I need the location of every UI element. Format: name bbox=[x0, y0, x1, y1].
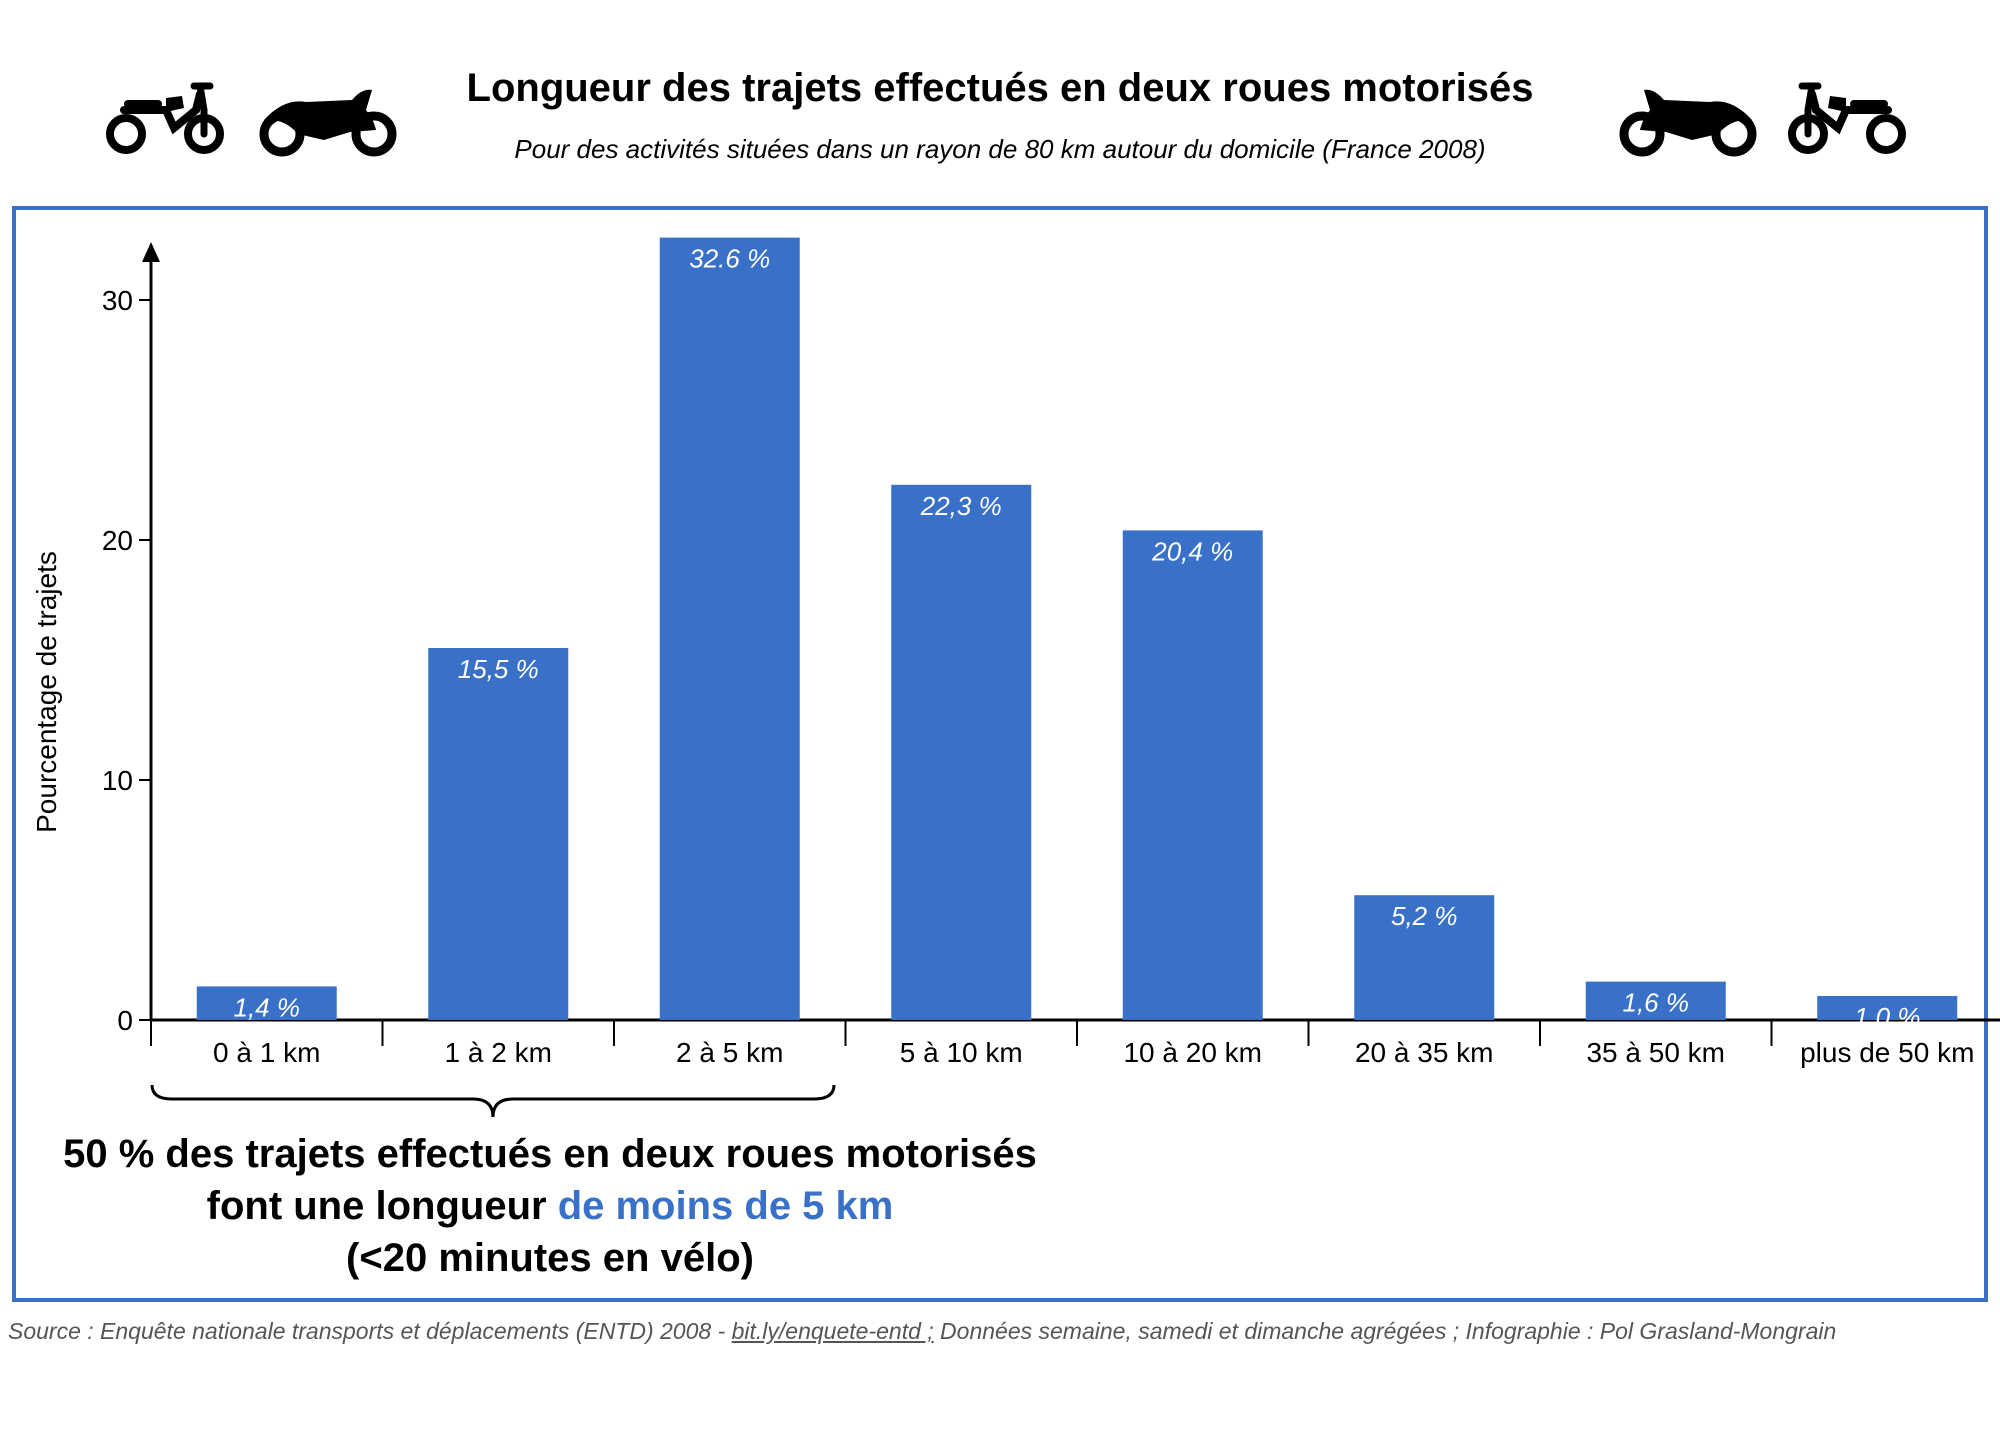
bar bbox=[1354, 895, 1495, 1020]
x-tick-label: 10 à 20 km bbox=[1123, 1037, 1262, 1068]
conclusion-line-1: 50 % des trajets effectués en deux roues… bbox=[63, 1132, 1037, 1176]
y-axis-arrow bbox=[142, 242, 160, 262]
source-prefix: Source : Enquête nationale transports et… bbox=[8, 1318, 732, 1344]
moped-icon bbox=[1788, 82, 1906, 154]
conclusion-text: 50 % des trajets effectués en deux roues… bbox=[0, 1128, 1100, 1284]
source-note: Source : Enquête nationale transports et… bbox=[8, 1318, 1836, 1345]
curly-brace bbox=[150, 1084, 836, 1118]
conclusion-line-2-prefix: font une longueur bbox=[206, 1184, 558, 1228]
source-suffix: Données semaine, samedi et dimanche agré… bbox=[933, 1318, 1837, 1344]
bar-value-label: 5,2 % bbox=[1391, 901, 1458, 931]
chart-frame bbox=[12, 206, 1988, 1302]
x-tick-label: 20 à 35 km bbox=[1355, 1037, 1494, 1068]
motorcycle-icon bbox=[259, 89, 397, 157]
x-tick-label: plus de 50 km bbox=[1800, 1037, 1974, 1068]
bar bbox=[196, 986, 337, 1020]
x-tick-label: 0 à 1 km bbox=[213, 1037, 320, 1068]
bar-value-label: 32.6 % bbox=[689, 244, 770, 274]
conclusion-line-2: font une longueur de moins de 5 km bbox=[0, 1180, 1100, 1232]
bar bbox=[1122, 530, 1263, 1020]
bar-value-label: 22,3 % bbox=[920, 491, 1002, 521]
conclusion-line-3: (<20 minutes en vélo) bbox=[346, 1236, 754, 1280]
bar-value-label: 1,0 % bbox=[1854, 1002, 1921, 1032]
conclusion-highlight: de moins de 5 km bbox=[557, 1184, 894, 1228]
bar-value-label: 20,4 % bbox=[1151, 536, 1233, 566]
bar-value-label: 15,5 % bbox=[458, 654, 539, 684]
bar-value-label: 1,4 % bbox=[234, 992, 301, 1022]
bar bbox=[891, 484, 1032, 1020]
moped-icon bbox=[106, 82, 224, 154]
bar bbox=[659, 237, 800, 1021]
x-tick-label: 1 à 2 km bbox=[445, 1037, 552, 1068]
y-tick-label: 0 bbox=[117, 1005, 133, 1036]
y-tick-label: 30 bbox=[102, 285, 133, 316]
y-tick-label: 10 bbox=[102, 765, 133, 796]
bar-value-label: 1,6 % bbox=[1623, 988, 1690, 1018]
y-axis-label: Pourcentage de trajets bbox=[31, 551, 62, 833]
x-tick-label: 2 à 5 km bbox=[676, 1037, 783, 1068]
chart-subtitle: Pour des activités situées dans un rayon… bbox=[514, 134, 1486, 164]
motorcycle-icon bbox=[1619, 89, 1757, 157]
bar bbox=[428, 648, 569, 1020]
x-tick-label: 5 à 10 km bbox=[900, 1037, 1023, 1068]
chart-title: Longueur des trajets effectués en deux r… bbox=[466, 66, 1534, 110]
bar bbox=[1817, 996, 1958, 1020]
x-tick-label: 35 à 50 km bbox=[1586, 1037, 1725, 1068]
bar bbox=[1585, 981, 1726, 1020]
source-link[interactable]: bit.ly/enquete-entd ; bbox=[731, 1318, 934, 1344]
y-tick-label: 20 bbox=[102, 525, 133, 556]
